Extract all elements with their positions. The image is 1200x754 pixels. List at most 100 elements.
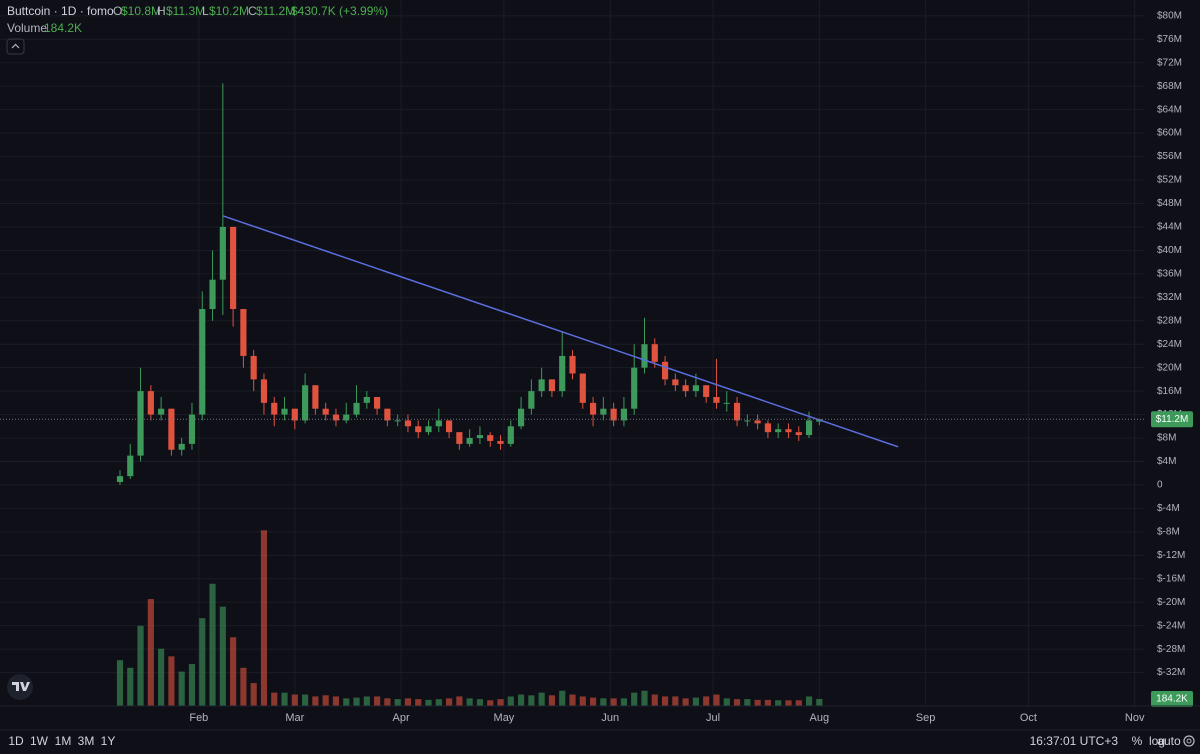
volume-bar [507,696,514,706]
volume-bar [631,692,638,706]
range-button[interactable]: 1D [8,734,24,748]
volume-bar [517,694,525,706]
volume-bar [600,698,607,706]
last-volume-box [1151,690,1193,707]
volume-bar [219,606,226,706]
y-tick-label: $-16M [1157,573,1185,584]
settings-icon[interactable] [1183,735,1195,747]
auto-toggle[interactable]: auto [1157,734,1181,748]
candle-body [528,391,535,409]
candle-body [692,385,699,392]
candle-body [507,426,514,444]
candle-body [723,402,730,404]
candle-body [363,396,370,403]
legend-key: O [113,4,122,18]
x-tick-label: Apr [393,712,410,724]
candle-body [209,279,216,310]
y-tick-label: $76M [1157,34,1182,45]
candle-body [384,408,391,421]
legend-key: C [248,4,257,18]
candle-body [230,226,237,310]
range-button[interactable]: 1W [30,734,49,748]
y-tick-label: $28M [1157,315,1182,326]
volume-bar [672,696,679,706]
y-tick-label: $36M [1157,268,1182,279]
volume-bar [260,530,268,706]
y-tick-label: $-12M [1157,550,1185,561]
volume-bar [250,683,257,706]
y-tick-label: $48M [1157,198,1182,209]
x-tick-label: Mar [285,712,304,724]
candle-body [158,408,165,415]
y-tick-label: $-24M [1157,620,1185,631]
range-button[interactable]: 1M [55,734,72,748]
volume-bar [168,656,175,706]
volume-key: Volume [7,21,47,35]
volume-bar [425,699,432,706]
volume-bar [271,692,278,706]
volume-bar [744,699,751,706]
x-tick-label: Feb [189,712,208,724]
volume-bar [785,700,792,706]
plot-area [0,83,1145,706]
last-price-box [1151,411,1193,428]
y-tick-label: $-8M [1157,526,1180,537]
y-tick-label: $-4M [1157,503,1180,514]
y-tick-label: $20M [1157,362,1182,373]
candle-body [661,361,669,380]
volume-bar [487,700,494,706]
volume-bar [291,694,298,706]
legend-change: $430.7K (+3.99%) [291,4,388,18]
volume-bar [661,696,669,706]
candle-body [466,438,473,444]
y-tick-label: $-28M [1157,644,1185,655]
candle-body [631,367,638,409]
volume-bar [651,694,658,706]
volume-bar [528,695,535,706]
y-tick-label: $24M [1157,339,1182,350]
candle-body [775,429,782,433]
volume-bar [620,698,628,706]
candle-body [754,420,761,424]
legend-value: $11.3M [166,4,205,18]
legend-key: H [157,4,166,18]
candle-body [744,420,751,422]
candle-body [589,402,597,415]
volume-bar [209,583,216,706]
legend-value: $10.2M [209,4,249,18]
collapse-button[interactable] [6,38,25,55]
candle-body [764,423,771,433]
trend-line [222,215,899,448]
volume-bar [476,699,484,706]
candle-body [188,414,196,444]
candle-body [116,476,124,483]
candle-body [343,414,350,421]
volume-bar [795,700,802,706]
y-tick-label: $-32M [1157,667,1185,678]
log-toggle[interactable]: log [1149,734,1165,748]
volume-bar [456,696,463,706]
legend-value: $10.8M [121,4,161,18]
range-button[interactable]: 1Y [101,734,116,748]
volume-bar [775,700,782,706]
candle-body [682,385,689,392]
volume-bar [374,696,381,706]
candle-body [240,309,247,356]
percent-toggle[interactable]: % [1132,734,1143,748]
candle-body [805,420,813,436]
volume-bar [754,699,761,706]
symbol-title: Buttcoin · 1D · fomo [7,4,114,18]
volume-bar [610,698,617,706]
volume-bar [415,699,422,706]
volume-bar [703,696,710,706]
tradingview-logo[interactable] [7,674,33,700]
candle-body [415,426,422,433]
x-tick-label: Jul [706,712,720,724]
candle-body [404,420,412,427]
candle-body [291,408,298,421]
range-button[interactable]: 3M [78,734,95,748]
y-tick-label: $56M [1157,151,1182,162]
volume-bar [302,694,309,706]
candle-body [178,443,185,450]
